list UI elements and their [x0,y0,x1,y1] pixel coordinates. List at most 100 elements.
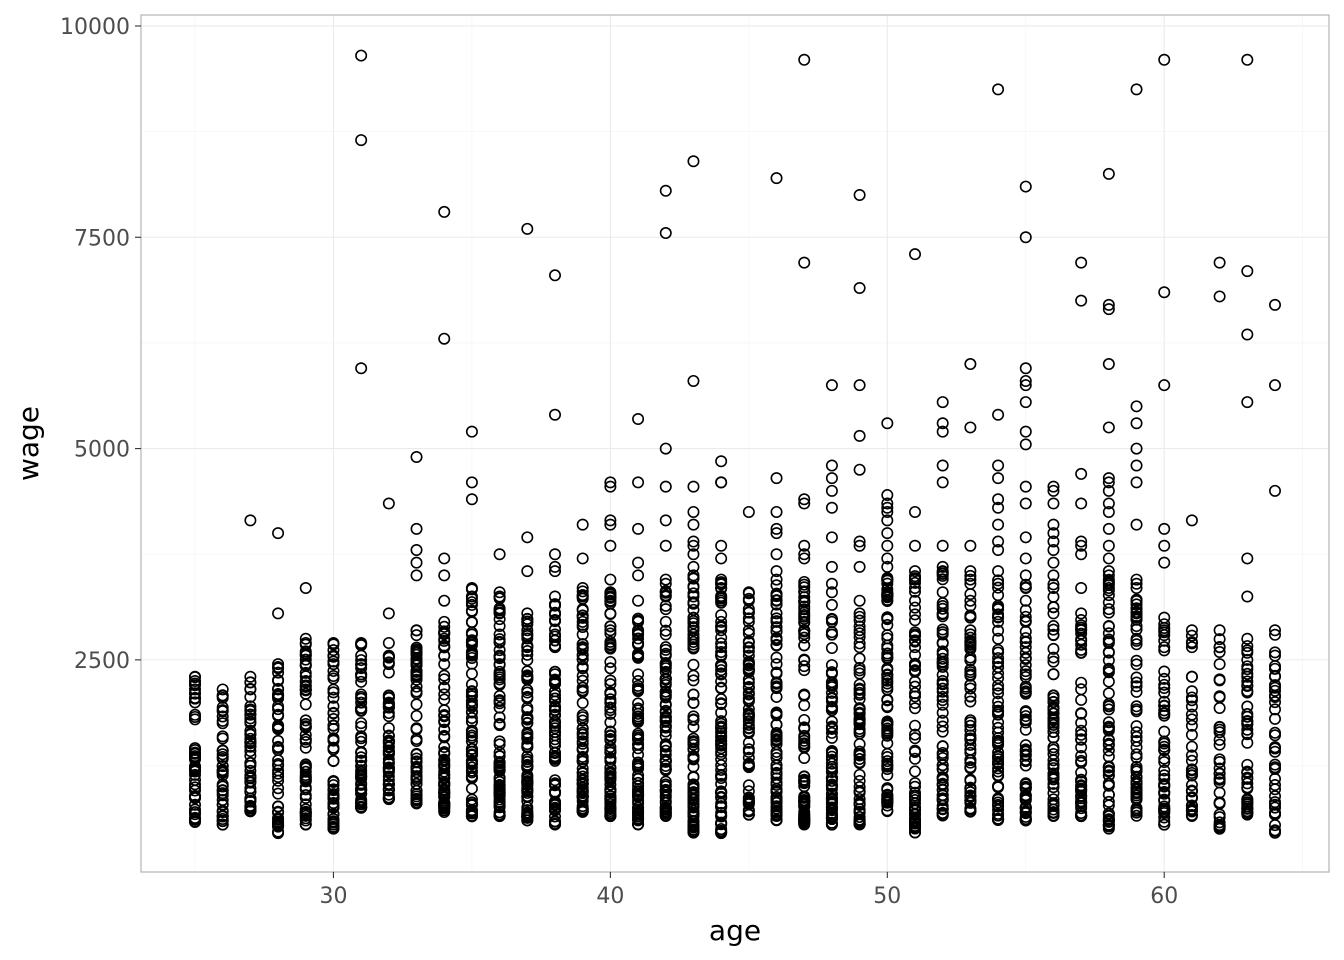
scatter-point [936,725,949,738]
scatter-point [1158,672,1171,685]
scatter-point [632,818,645,831]
scatter-point [1241,727,1254,740]
scatter-point [1102,298,1115,311]
scatter-point [244,728,257,741]
scatter-point [825,744,838,757]
scatter-point [1130,83,1143,96]
scatter-point [327,649,340,662]
scatter-point [548,673,561,686]
scatter-point [908,719,921,732]
scatter-point [216,765,229,778]
scatter-point [1130,720,1143,733]
scatter-point [659,514,672,527]
scatter-point [438,784,451,797]
scatter-point [1075,646,1088,659]
scatter-point [687,539,700,552]
scatter-point [604,806,617,819]
scatter-point [521,654,534,667]
scatter-point [825,760,838,773]
scatter-point [410,722,423,735]
scatter-point [853,688,866,701]
scatter-point [742,751,755,764]
scatter-point [521,222,534,235]
scatter-point [715,772,728,785]
scatter-point [1158,802,1171,815]
scatter-point [576,674,589,687]
scatter-point [272,700,285,713]
scatter-point [1130,777,1143,790]
scatter-point [770,565,783,578]
scatter-point [770,782,783,795]
scatter-point [742,702,755,715]
scatter-point [521,755,534,768]
scatter-point [465,649,478,662]
scatter-point [576,603,589,616]
scatter-point [1185,805,1198,818]
scatter-point [1019,782,1032,795]
scatter-point [327,792,340,805]
scatter-point [465,476,478,489]
scatter-point [438,799,451,812]
x-axis-title: age [709,914,761,947]
scatter-point [798,713,811,726]
scatter-point [715,797,728,810]
scatter-point [1102,552,1115,565]
scatter-point [604,753,617,766]
scatter-point [715,476,728,489]
scatter-point [1102,737,1115,750]
scatter-point [1241,714,1254,727]
scatter-point [465,667,478,680]
scatter-point [1241,663,1254,676]
scatter-point [576,802,589,815]
scatter-point [659,641,672,654]
scatter-point [1075,676,1088,689]
scatter-point [798,780,811,793]
scatter-point [1213,733,1226,746]
scatter-point [632,624,645,637]
scatter-point [493,673,506,686]
scatter-point [908,826,921,839]
scatter-point [964,653,977,666]
scatter-point [382,737,395,750]
scatter-point [493,746,506,759]
scatter-point [604,662,617,675]
scatter-point [1185,749,1198,762]
scatter-point [881,611,894,624]
scatter-point [687,633,700,646]
scatter-point [964,753,977,766]
scatter-point [1213,738,1226,751]
scatter-point [604,607,617,620]
scatter-point [548,726,561,739]
scatter-point [881,586,894,599]
scatter-point [1130,620,1143,633]
scatter-point [687,804,700,817]
scatter-point [1130,763,1143,776]
scatter-point [355,134,368,147]
scatter-point [908,582,921,595]
scatter-point [299,728,312,741]
scatter-point [1102,716,1115,729]
y-tick-label: 2500 [74,649,130,674]
scatter-point [936,425,949,438]
scatter-point [632,412,645,425]
scatter-point [438,779,451,792]
scatter-point [410,770,423,783]
scatter-point [742,641,755,654]
scatter-point [438,615,451,628]
scatter-point [1158,618,1171,631]
scatter-point [272,662,285,675]
scatter-point [770,718,783,731]
scatter-point [548,677,561,690]
scatter-point [548,641,561,654]
scatter-point [1269,679,1282,692]
scatter-point [604,514,617,527]
scatter-point [992,493,1005,506]
scatter-point [1158,665,1171,678]
scatter-point [715,725,728,738]
scatter-point [244,737,257,750]
scatter-point [1047,607,1060,620]
scatter-point [1130,809,1143,822]
scatter-point [964,682,977,695]
scatter-point [576,750,589,763]
scatter-point [1213,690,1226,703]
